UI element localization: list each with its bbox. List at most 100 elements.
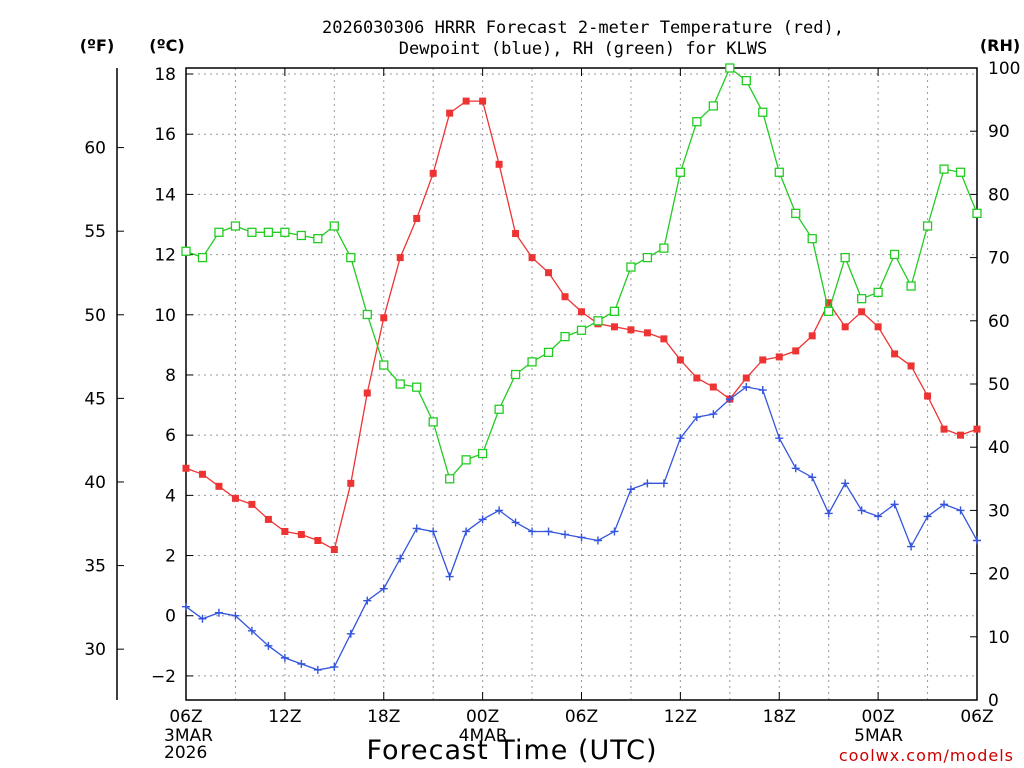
fahrenheit-tick-label: 60 bbox=[84, 139, 106, 159]
temperature-point bbox=[775, 353, 783, 361]
temperature-point bbox=[610, 323, 618, 331]
dewpoint-point bbox=[412, 524, 421, 533]
temperature-point bbox=[874, 323, 882, 331]
dewpoint-point bbox=[544, 527, 553, 536]
dewpoint-point bbox=[593, 536, 602, 545]
rh-tick-label: 40 bbox=[988, 438, 1010, 458]
temperature-point bbox=[808, 332, 816, 340]
celsius-tick-label: −2 bbox=[151, 667, 176, 687]
rh-tick-label: 70 bbox=[988, 249, 1010, 269]
x-tick-sublabel: 5MAR bbox=[854, 726, 903, 746]
celsius-tick-label: 6 bbox=[165, 426, 176, 446]
temperature-point bbox=[182, 464, 190, 472]
temperature-point bbox=[512, 230, 520, 238]
x-tick-sublabel: 4MAR bbox=[459, 726, 508, 746]
temperature-point bbox=[907, 362, 915, 370]
rh-tick-label: 100 bbox=[988, 59, 1020, 79]
temperature-point bbox=[314, 536, 322, 544]
rh-point bbox=[692, 117, 702, 127]
rh-point bbox=[543, 347, 554, 358]
temperature-point bbox=[330, 546, 338, 554]
x-tick-label: 12Z bbox=[268, 707, 301, 727]
temperature-point bbox=[742, 374, 750, 382]
dewpoint-point bbox=[445, 572, 454, 581]
rh-point bbox=[280, 227, 290, 237]
temperature-point bbox=[660, 335, 668, 343]
rh-point bbox=[807, 233, 817, 244]
fahrenheit-tick-label: 30 bbox=[84, 640, 106, 660]
rh-tick-label: 50 bbox=[988, 375, 1010, 395]
dewpoint-point bbox=[923, 512, 932, 521]
temperature-point bbox=[297, 530, 305, 538]
temperature-point bbox=[413, 214, 421, 222]
celsius-tick-label: 18 bbox=[154, 65, 176, 85]
rh-point bbox=[873, 287, 883, 298]
dewpoint-point bbox=[478, 515, 487, 524]
rh-point bbox=[840, 252, 850, 263]
grid-lines bbox=[186, 68, 977, 700]
rh-point bbox=[609, 306, 620, 316]
rh-point bbox=[725, 63, 735, 73]
rh-point bbox=[906, 281, 916, 291]
rh-point bbox=[362, 309, 372, 320]
temperature-point bbox=[693, 374, 701, 382]
dewpoint-point bbox=[346, 629, 355, 638]
credit-label: coolwx.com/models bbox=[839, 746, 1014, 765]
fahrenheit-tick-label: 35 bbox=[84, 557, 106, 577]
rh-point bbox=[939, 164, 949, 174]
dewpoint-point bbox=[808, 473, 817, 482]
temperature-point bbox=[709, 383, 717, 391]
temperature-point bbox=[446, 109, 454, 117]
temperature-point bbox=[891, 350, 899, 358]
fahrenheit-tick-label: 40 bbox=[84, 473, 106, 493]
temperature-point bbox=[825, 299, 833, 307]
temperature-point bbox=[495, 160, 503, 168]
rh-point bbox=[263, 227, 274, 237]
rh-point bbox=[642, 252, 653, 263]
temperature-point bbox=[924, 392, 932, 400]
rh-point bbox=[659, 243, 669, 253]
rh-point bbox=[428, 417, 438, 427]
fahrenheit-tick-label: 55 bbox=[84, 222, 106, 242]
dewpoint-point bbox=[363, 596, 372, 605]
temperature-point bbox=[792, 347, 800, 355]
rh-point bbox=[510, 369, 521, 380]
rh-tick-label: 60 bbox=[988, 312, 1010, 332]
rh-unit-label: (RH) bbox=[980, 36, 1020, 55]
x-tick-label: 06Z bbox=[565, 707, 598, 727]
rh-point bbox=[758, 107, 768, 117]
rh-point bbox=[972, 208, 982, 219]
dewpoint-point bbox=[231, 611, 240, 620]
rh-series bbox=[181, 63, 982, 484]
fahrenheit-tick-label: 50 bbox=[84, 306, 106, 326]
rh-point bbox=[824, 306, 834, 316]
rh-point bbox=[741, 75, 751, 86]
rh-point bbox=[329, 221, 339, 231]
temperature-point bbox=[363, 389, 371, 397]
dewpoint-point bbox=[973, 536, 981, 545]
rh-point bbox=[461, 455, 471, 465]
rh-point bbox=[856, 294, 867, 304]
dewpoint-point bbox=[182, 602, 190, 611]
temperature-point bbox=[676, 356, 684, 364]
temperature-point bbox=[578, 308, 585, 316]
temperature-point bbox=[973, 425, 981, 433]
dewpoint-point bbox=[280, 653, 289, 662]
rh-point bbox=[922, 221, 933, 231]
dewpoint-point bbox=[396, 554, 405, 563]
temperature-point bbox=[380, 314, 388, 322]
celsius-tick-label: 10 bbox=[154, 306, 176, 326]
temperature-point bbox=[841, 323, 849, 331]
rh-point bbox=[774, 167, 784, 177]
fahrenheit-tick-label: 45 bbox=[84, 389, 106, 409]
celsius-tick-label: 16 bbox=[154, 125, 176, 145]
rh-point bbox=[346, 252, 356, 263]
rh-point bbox=[395, 379, 405, 389]
dewpoint-point bbox=[297, 659, 306, 668]
dewpoint-point bbox=[758, 386, 767, 395]
rh-point bbox=[230, 221, 241, 231]
rh-point bbox=[181, 246, 191, 256]
axes bbox=[116, 67, 978, 701]
temperature-point bbox=[264, 515, 272, 523]
